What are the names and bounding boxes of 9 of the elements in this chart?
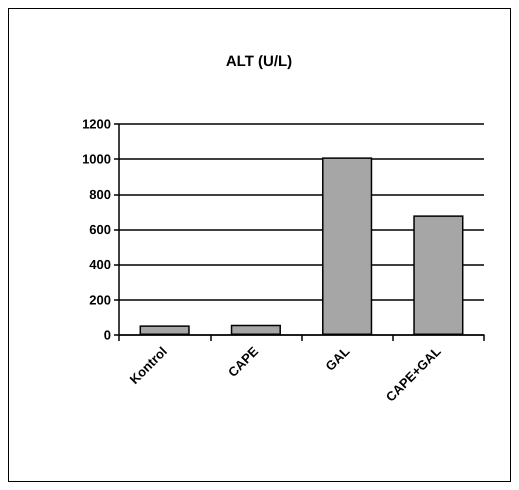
x-tick-label: GAL bbox=[322, 344, 352, 374]
y-tick-label: 1000 bbox=[82, 152, 111, 167]
y-tick-label: 800 bbox=[89, 186, 111, 202]
y-tick-label: 600 bbox=[89, 222, 111, 237]
y-tick-label: 400 bbox=[89, 257, 111, 272]
y-tick-label: 1200 bbox=[82, 116, 111, 132]
y-tick-label: 0 bbox=[104, 328, 111, 342]
y-tick-label: 200 bbox=[89, 292, 111, 308]
chart-title: ALT (U/L) bbox=[226, 53, 292, 70]
